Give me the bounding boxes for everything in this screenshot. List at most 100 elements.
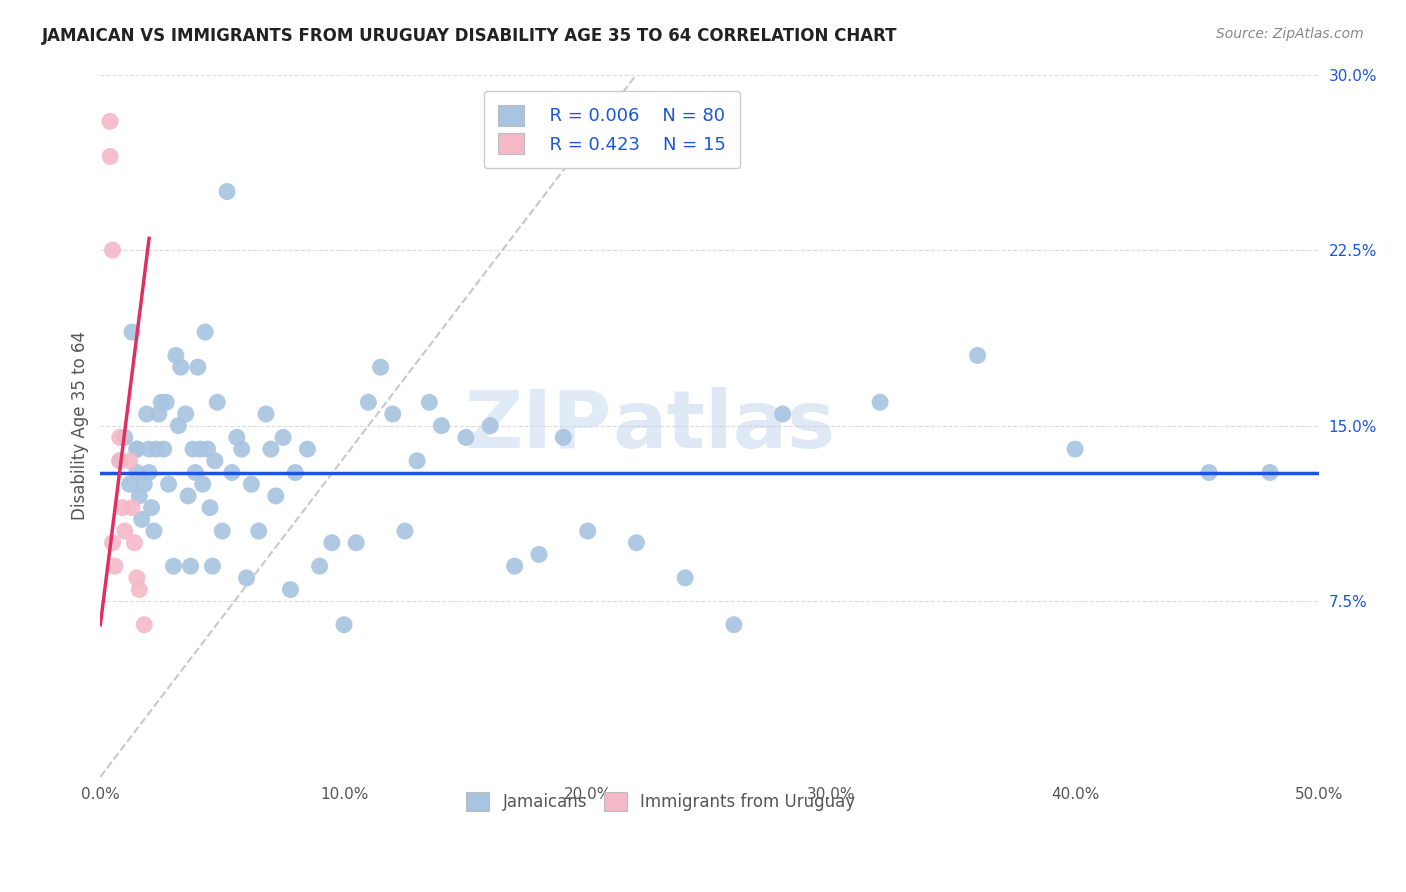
Point [1064,442,1087,456]
Point [394,524,416,538]
Point [284,466,307,480]
Point [181,442,204,456]
Point [104,559,127,574]
Point [308,559,330,574]
Point [118,454,141,468]
Point [231,442,253,456]
Point [198,500,221,515]
Point [235,571,257,585]
Point [108,454,131,468]
Point [148,407,170,421]
Point [1258,466,1281,480]
Point [121,325,143,339]
Point [98,114,121,128]
Point [141,500,163,515]
Point [118,477,141,491]
Point [101,535,124,549]
Point [204,454,226,468]
Point [174,407,197,421]
Point [1198,466,1220,480]
Point [134,477,156,491]
Point [143,524,166,538]
Point [152,442,174,456]
Point [108,454,131,468]
Point [170,360,193,375]
Point [215,185,238,199]
Point [673,571,696,585]
Point [108,430,131,444]
Point [247,524,270,538]
Point [430,418,453,433]
Point [188,442,211,456]
Point [124,535,146,549]
Point [150,395,173,409]
Point [114,524,136,538]
Point [260,442,283,456]
Point [406,454,429,468]
Point [134,617,156,632]
Text: JAMAICAN VS IMMIGRANTS FROM URUGUAY DISABILITY AGE 35 TO 64 CORRELATION CHART: JAMAICAN VS IMMIGRANTS FROM URUGUAY DISA… [42,27,897,45]
Y-axis label: Disability Age 35 to 64: Disability Age 35 to 64 [72,331,89,520]
Point [225,430,247,444]
Point [418,395,440,409]
Text: Source: ZipAtlas.com: Source: ZipAtlas.com [1216,27,1364,41]
Point [626,535,648,549]
Point [772,407,794,421]
Point [101,243,124,257]
Point [177,489,200,503]
Point [527,548,550,562]
Point [111,500,134,515]
Point [370,360,392,375]
Point [723,617,745,632]
Point [207,395,229,409]
Point [297,442,319,456]
Point [184,466,207,480]
Point [503,559,526,574]
Point [966,348,988,362]
Point [125,442,148,456]
Point [121,500,143,515]
Point [479,418,502,433]
Point [454,430,477,444]
Point [211,524,233,538]
Point [155,395,177,409]
Point [98,149,121,163]
Point [201,559,224,574]
Point [125,466,148,480]
Point [131,512,153,526]
Point [869,395,891,409]
Text: atlas: atlas [612,387,835,465]
Point [162,559,184,574]
Point [344,535,367,549]
Point [191,477,214,491]
Point [357,395,380,409]
Point [264,489,287,503]
Point [145,442,167,456]
Point [280,582,302,597]
Text: ZIP: ZIP [465,387,612,465]
Point [197,442,219,456]
Point [128,582,150,597]
Point [187,360,209,375]
Legend: Jamaicans, Immigrants from Uruguay: Jamaicans, Immigrants from Uruguay [453,779,869,825]
Point [125,571,148,585]
Point [321,535,343,549]
Point [576,524,599,538]
Point [165,348,187,362]
Point [254,407,277,421]
Point [128,489,150,503]
Point [138,442,160,456]
Point [221,466,243,480]
Point [135,407,157,421]
Point [125,442,148,456]
Point [333,617,356,632]
Point [157,477,180,491]
Point [381,407,404,421]
Point [194,325,217,339]
Point [240,477,263,491]
Point [167,418,190,433]
Point [138,466,160,480]
Point [114,430,136,444]
Point [271,430,294,444]
Point [553,430,575,444]
